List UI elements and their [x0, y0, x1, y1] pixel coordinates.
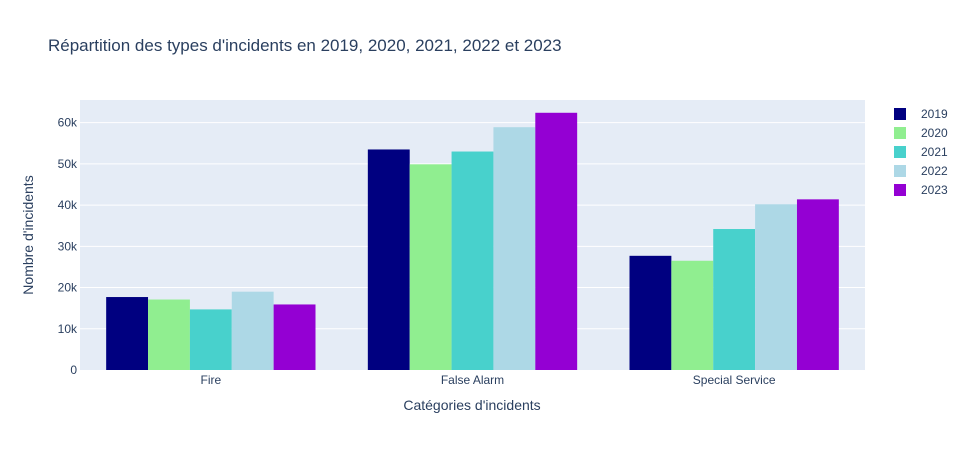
y-tick-label: 0 — [70, 363, 77, 377]
bar-2021-special-service[interactable] — [713, 229, 756, 370]
legend-swatch[interactable] — [894, 184, 906, 196]
legend-swatch[interactable] — [894, 108, 906, 120]
bar-2023-special-service[interactable] — [796, 199, 839, 370]
x-axis-ticks: Fire False Alarm Special Service — [200, 373, 775, 387]
bar-2022-false-alarm[interactable] — [493, 127, 536, 370]
bar-2022-fire[interactable] — [231, 291, 274, 370]
x-tick-label: Special Service — [693, 373, 776, 387]
legend-label[interactable]: 2022 — [921, 164, 948, 178]
legend-label[interactable]: 2021 — [921, 145, 948, 159]
legend-swatch[interactable] — [894, 146, 906, 158]
bar-2020-false-alarm[interactable] — [409, 164, 452, 370]
bar-2019-special-service[interactable] — [629, 255, 672, 370]
bar-2020-fire[interactable] — [148, 299, 190, 370]
x-tick-label: False Alarm — [441, 373, 504, 387]
y-tick-label: 20k — [58, 281, 78, 295]
bar-2019-fire[interactable] — [106, 297, 149, 370]
chart-title: Répartition des types d'incidents en 201… — [48, 36, 562, 55]
bar-2022-special-service[interactable] — [755, 204, 797, 370]
bars — [106, 112, 839, 370]
bar-2019-false-alarm[interactable] — [367, 149, 410, 370]
bar-2021-false-alarm[interactable] — [451, 151, 494, 370]
y-tick-label: 50k — [58, 157, 78, 171]
y-tick-label: 30k — [58, 239, 78, 253]
y-tick-label: 10k — [58, 322, 78, 336]
y-tick-label: 40k — [58, 198, 78, 212]
y-tick-label: 60k — [58, 116, 78, 130]
legend-label[interactable]: 2023 — [921, 183, 948, 197]
bar-2020-special-service[interactable] — [671, 260, 714, 370]
x-tick-label: Fire — [200, 373, 221, 387]
y-axis-title: Nombre d'incidents — [20, 175, 36, 294]
legend-swatch[interactable] — [894, 165, 906, 177]
bar-2021-fire[interactable] — [189, 309, 232, 370]
bar-2023-fire[interactable] — [273, 304, 316, 370]
legend-label[interactable]: 2020 — [921, 126, 948, 140]
legend-swatch[interactable] — [894, 127, 906, 139]
y-axis-ticks: 0 10k 20k 30k 40k 50k 60k — [58, 116, 78, 377]
x-axis-title: Catégories d'incidents — [403, 397, 540, 413]
legend-label[interactable]: 2019 — [921, 107, 948, 121]
bar-2023-false-alarm[interactable] — [535, 112, 578, 370]
legend[interactable]: 2019 2020 2021 2022 2023 — [894, 107, 948, 197]
